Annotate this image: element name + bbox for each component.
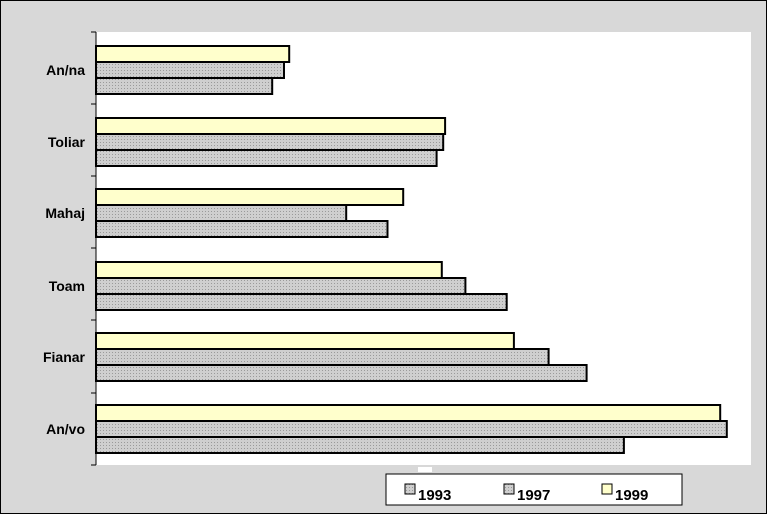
legend: 1993 1997 1999 xyxy=(385,473,683,506)
legend-swatch-1993 xyxy=(404,483,416,495)
category-label: An/na xyxy=(46,62,85,78)
legend-label-1999: 1999 xyxy=(615,487,648,504)
plot-area xyxy=(96,32,751,465)
bar-an-vo-1999 xyxy=(95,404,722,422)
category-label: Mahaj xyxy=(45,205,85,221)
bar-mahaj-1993 xyxy=(95,220,389,238)
bar-toam-1997 xyxy=(95,277,467,295)
category-label: Fianar xyxy=(43,349,86,365)
category-label: Toam xyxy=(49,278,85,294)
bar-fianar-1999 xyxy=(95,332,515,350)
bar-an-na-1993 xyxy=(95,77,274,95)
bar-toliar-1993 xyxy=(95,149,438,167)
bar-an-na-1999 xyxy=(95,45,291,63)
bar-toliar-1997 xyxy=(95,133,445,151)
bar-fianar-1993 xyxy=(95,364,588,382)
small-white-marker xyxy=(418,467,432,472)
bar-toam-1999 xyxy=(95,261,443,279)
category-label: An/vo xyxy=(46,421,85,437)
legend-swatch-1999 xyxy=(601,483,613,495)
category-label: Toliar xyxy=(48,134,86,150)
bar-an-vo-1997 xyxy=(95,420,728,438)
legend-swatch-1997 xyxy=(503,483,515,495)
legend-label-1997: 1997 xyxy=(517,487,550,504)
bar-fianar-1997 xyxy=(95,348,550,366)
bar-an-vo-1993 xyxy=(95,436,625,454)
bar-mahaj-1999 xyxy=(95,188,405,206)
legend-box xyxy=(385,473,683,506)
bar-toliar-1999 xyxy=(95,117,447,135)
bar-mahaj-1997 xyxy=(95,204,348,222)
bar-toam-1993 xyxy=(95,293,508,311)
bar-an-na-1997 xyxy=(95,61,285,79)
y-axis-ticks xyxy=(91,31,96,466)
category-labels: An/na Toliar Mahaj Toam Fianar An/vo xyxy=(43,62,86,437)
legend-label-1993: 1993 xyxy=(418,487,451,504)
